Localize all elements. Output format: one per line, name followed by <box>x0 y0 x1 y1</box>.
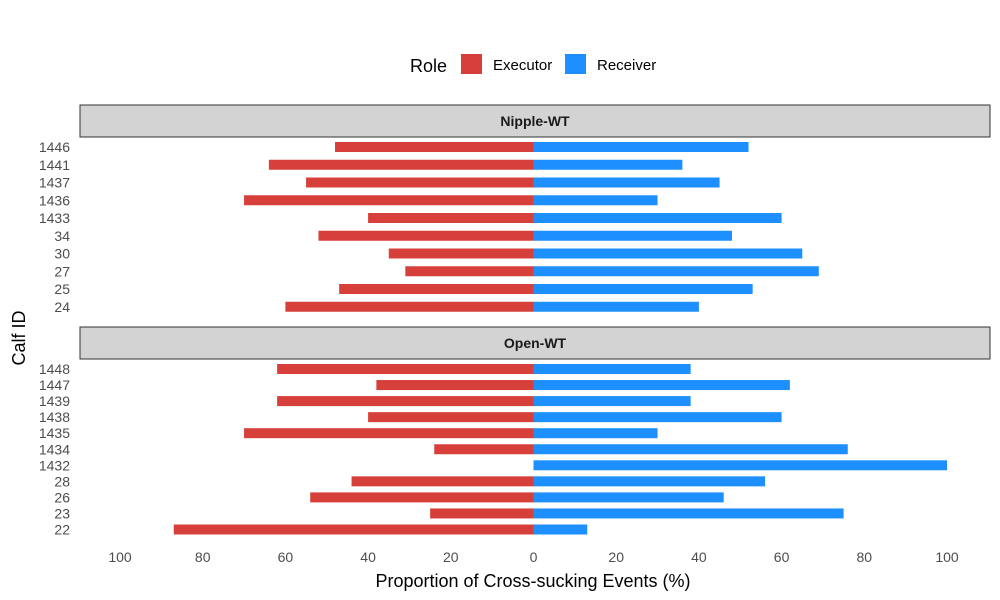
bar-executor-22 <box>173 524 534 535</box>
bar-executor-1448 <box>277 364 534 374</box>
legend-swatch-receiver <box>565 54 586 74</box>
y-tick-label: 27 <box>54 263 70 279</box>
bar-executor-1435 <box>244 428 534 439</box>
y-tick-label: 1437 <box>39 175 70 191</box>
legend-label-receiver: Receiver <box>597 57 656 74</box>
bar-executor-1433 <box>368 213 534 223</box>
legend: Role Executor Receiver <box>410 54 656 76</box>
x-tick-label: 0 <box>530 549 538 565</box>
bar-receiver-1434 <box>533 444 848 455</box>
x-axis-title: Proportion of Cross-sucking Events (%) <box>375 571 690 591</box>
bar-executor-1441 <box>268 159 534 170</box>
facet-open-wt: Open-WT144814471439143814351434143228262… <box>39 326 991 538</box>
y-tick-label: 26 <box>54 489 70 505</box>
bar-executor-24 <box>285 301 534 312</box>
legend-swatch-executor <box>461 54 482 74</box>
bar-executor-30 <box>388 248 534 259</box>
y-tick-label: 24 <box>54 299 70 315</box>
bar-receiver-1446 <box>533 142 749 152</box>
y-tick-label: 28 <box>54 473 70 489</box>
x-tick-label: 100 <box>935 549 959 565</box>
bar-executor-1436 <box>244 195 534 206</box>
y-tick-label: 23 <box>54 505 70 521</box>
bar-receiver-28 <box>533 476 766 487</box>
y-axis-title: Calf ID <box>9 310 29 365</box>
bar-receiver-1432 <box>533 460 947 471</box>
bar-executor-27 <box>405 266 534 277</box>
bar-receiver-24 <box>533 301 699 312</box>
x-tick-label: 80 <box>195 549 211 565</box>
x-tick-label: 60 <box>774 549 790 565</box>
bar-executor-1434 <box>434 444 534 455</box>
bar-receiver-1436 <box>533 195 658 206</box>
bar-executor-23 <box>430 508 534 519</box>
bar-executor-28 <box>351 476 534 487</box>
y-tick-label: 25 <box>54 281 70 297</box>
x-tick-label: 40 <box>691 549 707 565</box>
bar-receiver-1433 <box>533 213 782 223</box>
legend-title: Role <box>410 56 447 76</box>
bar-executor-25 <box>339 284 534 294</box>
bar-executor-1438 <box>368 412 534 423</box>
bar-executor-1446 <box>335 142 534 152</box>
bar-executor-34 <box>318 230 534 241</box>
bar-receiver-30 <box>533 248 803 259</box>
bar-receiver-25 <box>533 284 753 294</box>
x-tick-label: 60 <box>278 549 294 565</box>
x-tick-label: 20 <box>443 549 459 565</box>
y-tick-label: 1447 <box>39 377 70 393</box>
y-tick-label: 1434 <box>39 441 70 457</box>
bar-executor-26 <box>310 492 534 503</box>
legend-label-executor: Executor <box>493 57 552 74</box>
facet-strip <box>79 104 991 138</box>
bar-executor-1437 <box>306 177 534 188</box>
x-tick-label: 40 <box>360 549 376 565</box>
bar-receiver-1438 <box>533 412 782 423</box>
x-tick-label: 80 <box>857 549 873 565</box>
bar-receiver-1447 <box>533 380 790 391</box>
y-tick-label: 30 <box>54 246 70 262</box>
bar-receiver-1437 <box>533 177 720 188</box>
bar-receiver-23 <box>533 508 844 519</box>
bar-executor-1439 <box>277 396 534 407</box>
bar-receiver-1448 <box>533 364 691 374</box>
y-tick-label: 1438 <box>39 409 70 425</box>
y-tick-label: 22 <box>54 522 70 538</box>
y-tick-label: 1432 <box>39 457 70 473</box>
bar-receiver-34 <box>533 230 732 241</box>
bar-receiver-26 <box>533 492 724 503</box>
facet-strip <box>79 326 991 360</box>
bar-receiver-1435 <box>533 428 658 439</box>
x-axis: 100 80 60 40 20 0 20 40 60 80 100 <box>108 549 959 565</box>
y-tick-label: 34 <box>54 228 70 244</box>
y-tick-label: 1435 <box>39 425 70 441</box>
facet-strip-label: Nipple-WT <box>500 113 570 129</box>
bar-receiver-22 <box>533 524 588 535</box>
bar-receiver-1439 <box>533 396 691 407</box>
x-tick-label: 100 <box>108 549 132 565</box>
bar-receiver-27 <box>533 266 819 277</box>
bar-executor-1447 <box>376 380 534 391</box>
y-tick-label: 1439 <box>39 393 70 409</box>
facet-strip-label: Open-WT <box>504 335 567 351</box>
y-tick-label: 1441 <box>39 157 70 173</box>
bar-receiver-1441 <box>533 159 683 170</box>
x-tick-label: 20 <box>608 549 624 565</box>
y-tick-label: 1448 <box>39 361 70 377</box>
y-tick-label: 1433 <box>39 210 70 226</box>
y-tick-label: 1436 <box>39 192 70 208</box>
y-tick-label: 1446 <box>39 139 70 155</box>
